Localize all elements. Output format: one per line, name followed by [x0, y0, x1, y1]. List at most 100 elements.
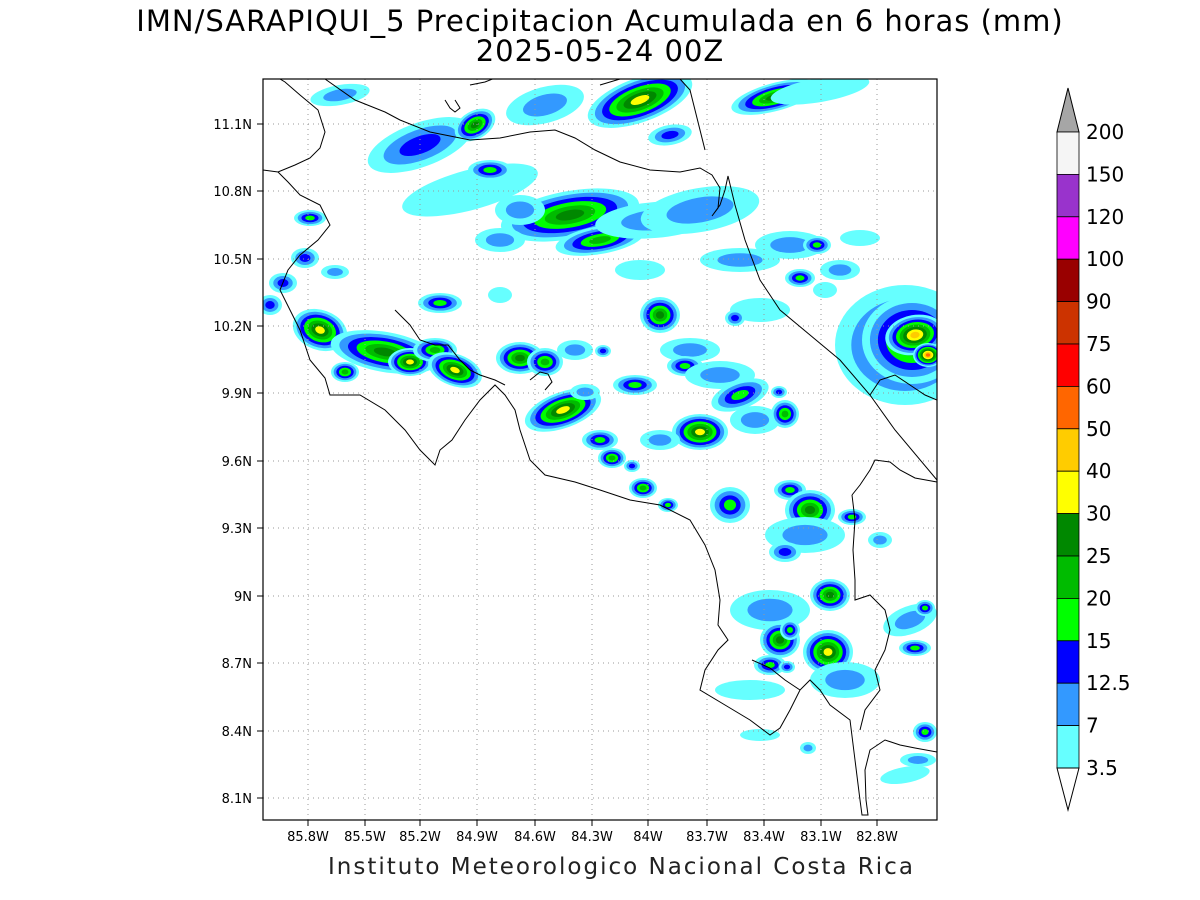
precip-contour [615, 260, 665, 280]
precip-contour [775, 389, 783, 395]
precip-contour [813, 282, 837, 298]
lat-tick-label: 8.7N [222, 657, 252, 672]
precip-contour [795, 275, 805, 281]
precip-contour [775, 636, 785, 644]
precip-contour [730, 298, 790, 322]
precip-contour [873, 535, 887, 545]
colorbar-label: 30 [1086, 502, 1111, 526]
map-title: IMN/SARAPIQUI_5 Precipitacion Acumulada … [136, 4, 1064, 38]
precip-contour [540, 358, 550, 366]
colorbar-label: 60 [1086, 374, 1111, 398]
colorbar-label: 75 [1086, 332, 1111, 356]
lon-tick-label: 84.3W [571, 830, 613, 845]
precip-contour [925, 353, 931, 357]
colorbar-label: 7 [1086, 714, 1099, 738]
lon-tick-label: 84W [633, 830, 663, 845]
precip-contour [783, 664, 791, 670]
precip-contour [770, 79, 870, 105]
colorbar-label: 100 [1086, 247, 1124, 271]
colorbar-swatch [1056, 428, 1080, 472]
colorbar-label: 120 [1086, 205, 1124, 229]
precip-contour [433, 299, 447, 307]
lon-tick-label: 83.7W [686, 830, 728, 845]
precip-contour [823, 648, 833, 656]
precip-contour [803, 744, 813, 752]
lat-tick-label: 9.6N [222, 455, 252, 470]
precip-contour [673, 343, 707, 357]
precip-contour [731, 389, 749, 401]
precip-contour [907, 756, 929, 764]
lat-tick-label: 10.8N [213, 185, 252, 200]
colorbar-label: 90 [1086, 290, 1111, 314]
precip-contour [556, 406, 570, 414]
colorbar-swatch [1056, 725, 1080, 769]
colorbar-swatch [1056, 301, 1080, 345]
precip-contour [781, 410, 789, 418]
map-axes: 85.8W 85.5W 85.2W 84.9W 84.6W 84.3W 84W 83.7W 83… [213, 118, 898, 845]
lon-tick-label: 83.4W [743, 830, 785, 845]
colorbar-swatch [1056, 131, 1080, 175]
colorbar-legend: 200 150 120 100 90 75 60 50 40 30 25 20 15 12.5 7 3.5 [1056, 87, 1131, 812]
precip-contour [740, 729, 780, 741]
precip-contour [812, 242, 822, 248]
precipitation-field [263, 79, 937, 784]
precip-contour [840, 230, 880, 246]
precip-contour [299, 254, 311, 262]
precip-contour [894, 610, 926, 630]
precip-contour [470, 121, 480, 129]
colorbar-label: 20 [1086, 586, 1111, 610]
precip-contour [305, 215, 315, 221]
precip-contour [700, 367, 740, 383]
precip-contour [515, 354, 525, 362]
colorbar-swatch [1056, 173, 1080, 218]
colorbar-label: 12.5 [1086, 671, 1131, 695]
precip-contour [599, 348, 607, 354]
colorbar-label: 15 [1086, 629, 1111, 653]
lon-tick-label: 85.2W [399, 830, 441, 845]
colorbar-over-arrow [1056, 87, 1080, 133]
colorbar-swatch [1056, 640, 1080, 684]
precip-contour [608, 455, 616, 461]
colorbar-label: 3.5 [1086, 756, 1118, 780]
precip-contour [723, 499, 737, 511]
precip-contour [804, 505, 816, 515]
precip-contour [786, 626, 794, 634]
precip-contour [747, 598, 793, 622]
colorbar-label: 200 [1086, 120, 1124, 144]
precip-contour [785, 486, 795, 494]
lat-tick-label: 10.5N [213, 253, 252, 268]
precip-contour [429, 347, 441, 353]
precip-contour [740, 412, 770, 428]
precip-contour [323, 88, 357, 102]
precip-contour [664, 502, 672, 508]
precip-contour [666, 196, 734, 224]
precip-contour [655, 311, 665, 319]
precip-contour [921, 728, 929, 736]
precip-contour [341, 369, 349, 375]
precip-contour [594, 436, 606, 444]
footer-credit: Instituto Meteorologico Nacional Costa R… [328, 854, 915, 880]
colorbar-swatch [1056, 470, 1080, 515]
precip-contour [921, 605, 929, 611]
precip-contour [695, 428, 705, 436]
precip-contour [782, 524, 828, 546]
precip-contour [825, 669, 865, 691]
map-grid [263, 79, 937, 820]
precip-contour [373, 347, 397, 357]
lon-tick-label: 84.9W [456, 830, 498, 845]
lon-tick-label: 85.8W [287, 830, 329, 845]
precip-contour [770, 237, 810, 253]
precip-contour [630, 95, 650, 105]
precip-contour [488, 287, 512, 303]
colorbar-label: 40 [1086, 459, 1111, 483]
precip-contour [910, 645, 920, 651]
precip-contour [648, 434, 672, 446]
precip-contour [661, 130, 679, 140]
lat-tick-label: 8.4N [222, 725, 252, 740]
precip-contour [483, 166, 497, 174]
colorbar-swatch [1056, 216, 1080, 260]
precip-contour [825, 591, 835, 599]
colorbar-swatch [1056, 513, 1080, 557]
precip-contour [731, 314, 739, 322]
